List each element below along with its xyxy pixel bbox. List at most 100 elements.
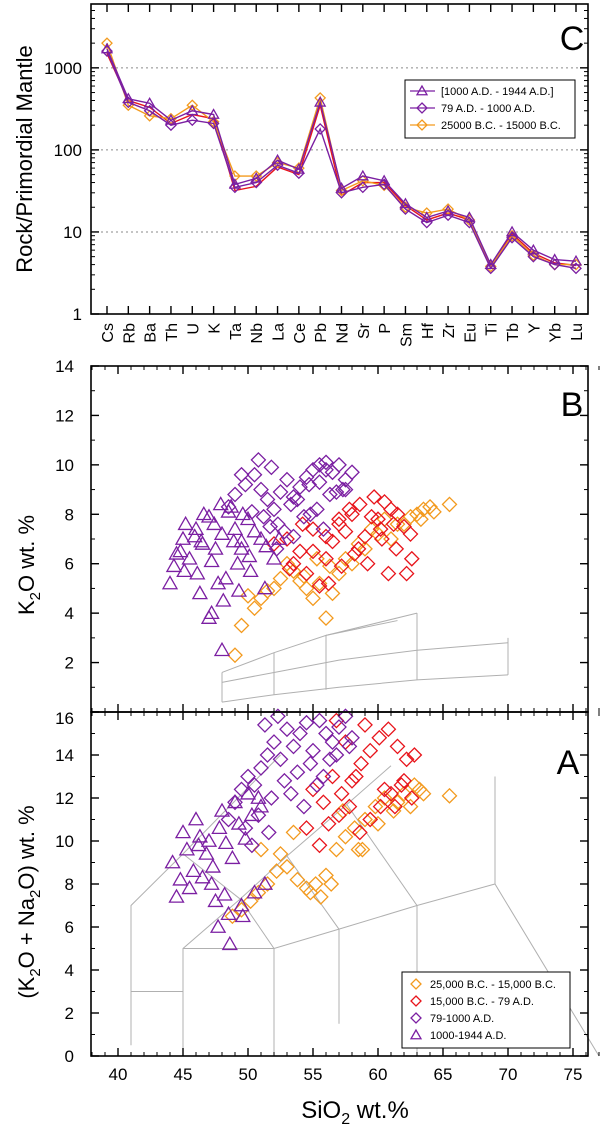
data-point — [351, 824, 368, 841]
series-point — [356, 181, 369, 194]
data-point — [311, 474, 328, 491]
data-point — [220, 811, 237, 828]
data-point — [272, 751, 289, 768]
field-boundary — [182, 765, 392, 1056]
series-point — [143, 96, 156, 108]
data-point — [191, 828, 209, 843]
category-label: Eu — [462, 323, 479, 343]
data-point — [213, 802, 231, 817]
data-point — [389, 794, 406, 811]
y-tick-label: 2 — [65, 1004, 74, 1023]
series-line-0 — [106, 48, 577, 267]
data-point — [367, 798, 384, 815]
plot-frame — [90, 3, 589, 315]
data-point — [178, 841, 196, 856]
data-point — [337, 523, 354, 540]
data-point — [259, 747, 276, 763]
data-point — [217, 834, 235, 850]
data-point — [372, 798, 389, 815]
data-point — [250, 884, 267, 901]
data-point — [165, 557, 183, 573]
y-axis-label: Rock/Primordial Mantle — [12, 45, 37, 272]
data-point — [318, 550, 334, 567]
y-tick-label: 12 — [55, 406, 74, 425]
data-point — [253, 759, 269, 776]
x-tick-label: 45 — [174, 1065, 193, 1084]
category-label: Lu — [569, 323, 586, 341]
data-point — [282, 785, 299, 802]
data-point — [206, 515, 223, 531]
data-point — [370, 526, 386, 542]
data-point — [237, 476, 254, 493]
data-point — [347, 768, 364, 785]
data-point — [243, 837, 260, 854]
category-label: Ta — [228, 323, 245, 340]
legend-marker — [416, 119, 428, 131]
data-point — [350, 841, 367, 858]
data-point — [351, 496, 368, 513]
category-label: Cs — [100, 323, 117, 343]
data-point — [243, 806, 261, 822]
data-point — [256, 716, 273, 733]
data-point — [185, 862, 202, 877]
data-point — [253, 481, 269, 498]
data-point — [164, 854, 181, 869]
data-point — [312, 888, 329, 905]
category-label: U — [185, 323, 202, 335]
category-label: Ba — [143, 323, 160, 343]
data-point — [217, 570, 235, 585]
data-point — [331, 456, 347, 473]
data-point — [380, 565, 397, 582]
y-axis-label: K2O wt. % — [14, 515, 44, 615]
data-point — [246, 600, 263, 617]
series-point — [484, 258, 497, 270]
data-point — [226, 793, 244, 809]
data-point — [344, 729, 360, 746]
series-point — [292, 167, 305, 180]
data-point — [161, 575, 179, 590]
y-axis-label-tail: O wt. % — [14, 515, 39, 592]
legend-box — [401, 971, 571, 1049]
data-point — [305, 590, 321, 607]
x-axis-label-tail: wt.% — [350, 1097, 409, 1124]
data-point — [295, 798, 312, 815]
data-point — [213, 525, 231, 540]
x-tick-label: 65 — [434, 1065, 453, 1084]
y-tick-label: 6 — [65, 555, 74, 574]
data-point — [186, 528, 203, 543]
data-point — [260, 824, 277, 841]
data-point — [215, 592, 232, 607]
category-label: Hf — [420, 322, 437, 339]
data-point — [282, 496, 299, 513]
data-point — [318, 867, 334, 884]
data-point — [402, 508, 419, 525]
data-point — [331, 719, 347, 735]
data-point — [233, 533, 250, 548]
data-point — [294, 516, 311, 533]
data-point — [324, 734, 341, 751]
data-point — [403, 550, 420, 567]
legend-marker — [410, 978, 422, 990]
data-point — [233, 540, 250, 555]
data-point — [189, 565, 206, 580]
x-tick-label: 60 — [369, 1065, 388, 1084]
data-point — [263, 790, 280, 806]
data-point — [269, 708, 286, 725]
data-point — [370, 511, 386, 528]
y-tick-label: 12 — [55, 789, 74, 808]
data-point — [344, 555, 360, 572]
series-point — [527, 250, 540, 263]
data-point — [230, 582, 248, 597]
data-point — [320, 815, 337, 832]
series-point — [186, 104, 199, 116]
category-label: Zr — [441, 322, 458, 338]
y-axis-label-part: K — [14, 600, 39, 615]
category-label: La — [271, 323, 288, 341]
x-axis-label-part: SiO — [301, 1097, 341, 1124]
data-point — [200, 832, 218, 847]
data-point — [357, 540, 373, 557]
y-tick-label: 16 — [55, 709, 74, 728]
data-point — [272, 845, 289, 862]
series-point — [207, 117, 220, 130]
